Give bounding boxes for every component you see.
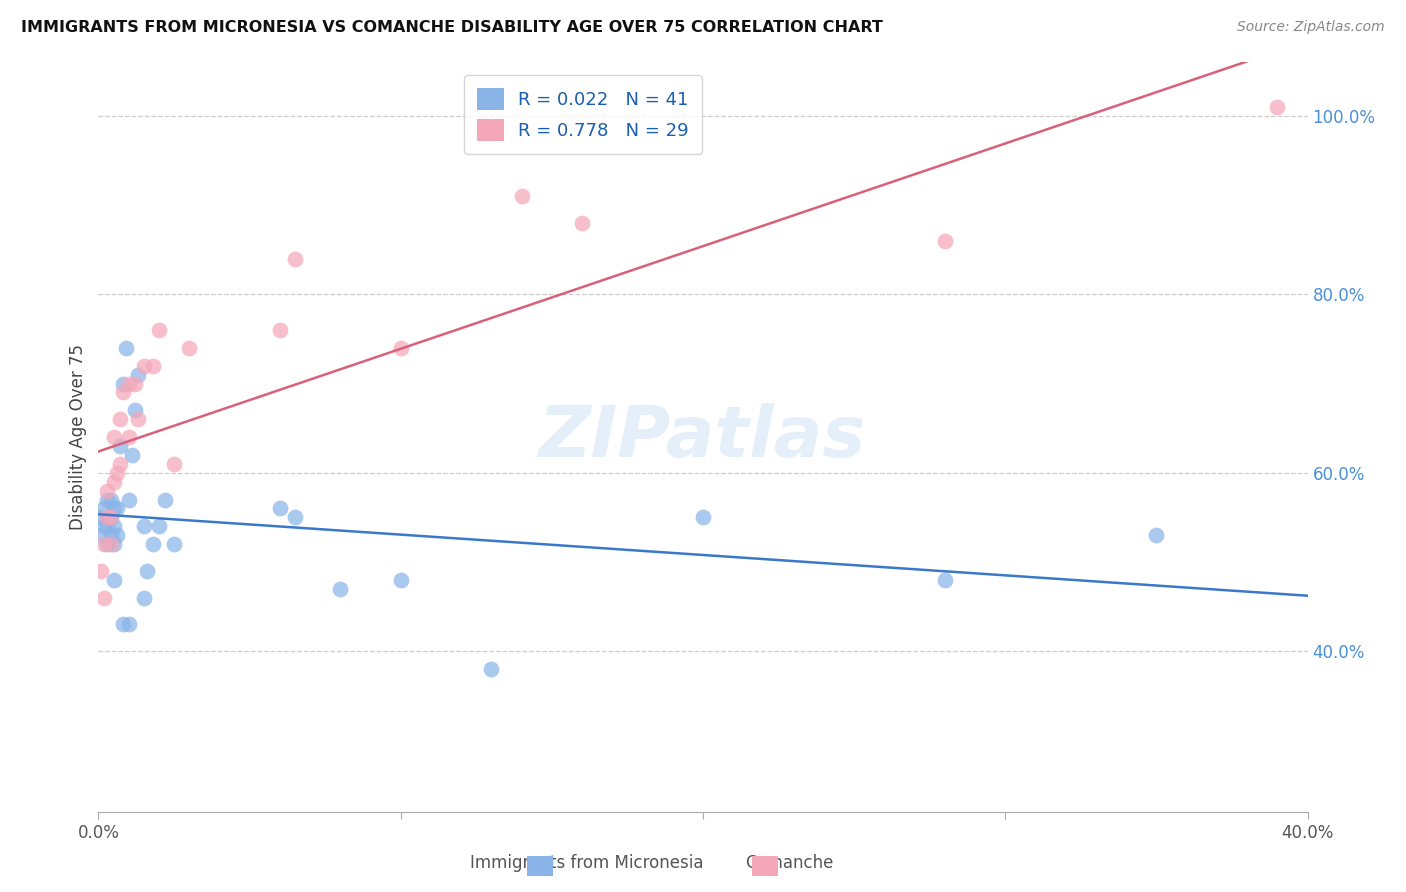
Point [571, 216, 593, 230]
Point [132, 519, 155, 533]
Point [96, 510, 118, 524]
Point [118, 617, 141, 632]
Point [127, 368, 149, 382]
Point [284, 252, 307, 266]
Point [142, 359, 165, 373]
Point [329, 582, 352, 596]
Point [100, 528, 122, 542]
Point [269, 323, 291, 337]
Point [105, 528, 128, 542]
Point [142, 537, 165, 551]
Point [108, 439, 131, 453]
Point [105, 501, 128, 516]
Point [179, 341, 201, 355]
Point [96, 537, 118, 551]
Legend: R = 0.022   N = 41, R = 0.778   N = 29: R = 0.022 N = 41, R = 0.778 N = 29 [464, 75, 702, 153]
Point [132, 591, 155, 605]
Point [103, 475, 125, 489]
Point [114, 341, 136, 355]
Point [103, 537, 125, 551]
Point [934, 234, 956, 248]
Point [124, 403, 146, 417]
Point [96, 510, 118, 524]
Point [96, 519, 118, 533]
Point [90, 564, 112, 578]
Point [1267, 100, 1289, 114]
Text: IMMIGRANTS FROM MICRONESIA VS COMANCHE DISABILITY AGE OVER 75 CORRELATION CHART: IMMIGRANTS FROM MICRONESIA VS COMANCHE D… [21, 20, 883, 35]
Point [111, 385, 134, 400]
Point [118, 492, 141, 507]
Point [269, 501, 291, 516]
Point [96, 483, 118, 498]
Point [121, 448, 143, 462]
Y-axis label: Disability Age Over 75: Disability Age Over 75 [69, 344, 87, 530]
Point [103, 501, 125, 516]
Point [105, 466, 128, 480]
Point [153, 492, 176, 507]
Point [103, 430, 125, 444]
Point [124, 376, 146, 391]
Point [1144, 528, 1167, 542]
Point [100, 492, 122, 507]
Text: Comanche: Comanche [745, 855, 834, 872]
Point [135, 564, 157, 578]
Point [90, 528, 112, 542]
Point [93, 501, 115, 516]
Point [510, 189, 533, 203]
Point [132, 359, 155, 373]
Point [163, 537, 186, 551]
Point [93, 519, 115, 533]
Point [103, 573, 125, 587]
Point [481, 662, 503, 676]
Text: ZIPatlas: ZIPatlas [540, 402, 866, 472]
Point [100, 510, 122, 524]
Point [692, 510, 714, 524]
Point [163, 457, 186, 471]
Point [93, 591, 115, 605]
Point [93, 537, 115, 551]
Text: Source: ZipAtlas.com: Source: ZipAtlas.com [1237, 20, 1385, 34]
Point [90, 510, 112, 524]
Point [108, 412, 131, 426]
Point [118, 430, 141, 444]
Point [389, 573, 412, 587]
Point [111, 376, 134, 391]
Point [108, 457, 131, 471]
Point [103, 519, 125, 533]
Point [284, 510, 307, 524]
Point [127, 412, 149, 426]
Point [100, 537, 122, 551]
Point [96, 492, 118, 507]
Point [118, 376, 141, 391]
Point [148, 519, 170, 533]
Text: Immigrants from Micronesia: Immigrants from Micronesia [470, 855, 703, 872]
Point [389, 341, 412, 355]
Point [148, 323, 170, 337]
Point [111, 617, 134, 632]
Point [934, 573, 956, 587]
Point [100, 510, 122, 524]
